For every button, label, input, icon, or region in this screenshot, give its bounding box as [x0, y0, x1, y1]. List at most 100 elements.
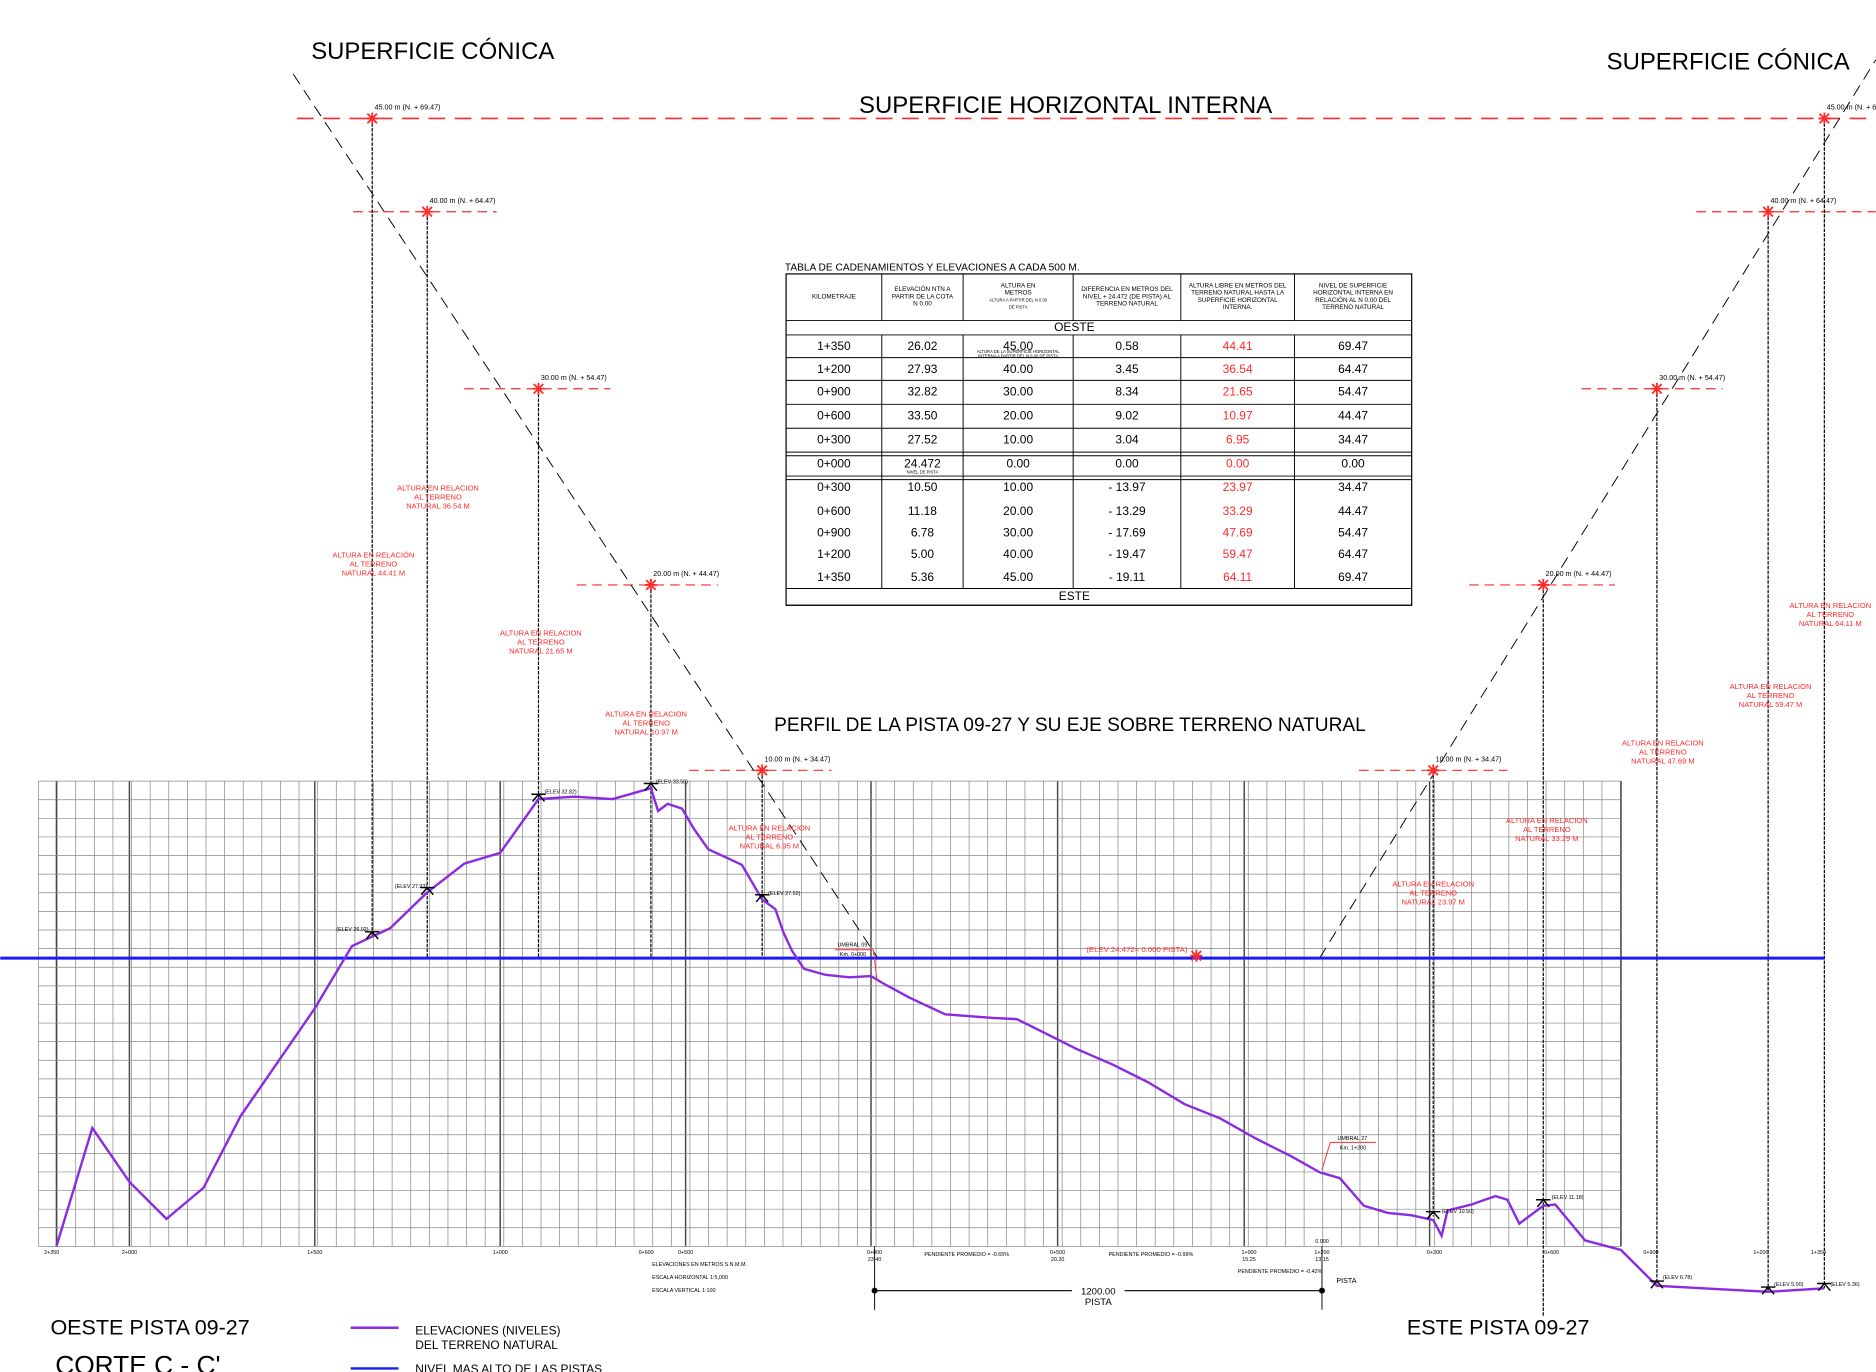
elev-marker — [1649, 1279, 1665, 1289]
table-header: NIVEL DE SUPERFICIE — [1319, 283, 1387, 290]
level-marker — [366, 112, 379, 125]
level-marker — [1762, 205, 1775, 218]
table-cell: 24.472 — [904, 456, 941, 470]
terrain-profile — [55, 786, 1825, 1294]
table-cell: 27.52 — [907, 432, 937, 446]
table-header: TERRENO NATURAL HASTA LA — [1191, 290, 1285, 297]
table-header: N 0.00 — [913, 300, 932, 307]
table-cell: 1+350 — [817, 570, 851, 584]
height-annotation: AL TERRENO — [1639, 747, 1687, 756]
table-cell: - 13.97 — [1108, 480, 1146, 494]
table-cell: - 19.47 — [1108, 547, 1146, 561]
height-annotation: NATURAL 36.54 M — [406, 502, 470, 511]
table-cell: 11.18 — [908, 504, 937, 518]
level-label: 30.00 m (N. + 54.47) — [541, 374, 607, 382]
level-marker — [532, 382, 545, 395]
height-annotation: ALTURA EN RELACION — [1392, 880, 1474, 889]
table-cell: 0+600 — [817, 408, 851, 422]
table-cell: 45.00 — [1003, 339, 1033, 353]
station: 2+350 — [44, 1250, 59, 1256]
table-cell: 1+350 — [817, 339, 851, 353]
height-annotation: ALTURA EN RELACION — [728, 823, 810, 832]
conical-line — [292, 73, 878, 958]
height-annotation: ALTURA EN RELACION — [1789, 601, 1871, 610]
level-marker — [1537, 578, 1550, 591]
height-annotation: AL TERRENO — [1807, 610, 1855, 619]
elev-label: (ELEV 32.82) — [544, 789, 576, 795]
slope: PENDIENTE PROMEDIO = -0.42% — [1238, 1269, 1323, 1275]
elev-label: (ELEV 5.00) — [1774, 1282, 1803, 1288]
table-header: PARTIR DE LA COTA — [892, 293, 954, 300]
table-cell: 44.41 — [1223, 339, 1253, 353]
station-value: 20.20 — [1051, 1257, 1064, 1263]
table-cell: 0.00 — [1341, 456, 1365, 470]
table-section: OESTE — [1054, 320, 1095, 334]
note: ESCALA HORIZONTAL 1:5,000 — [652, 1275, 728, 1281]
height-annotation: AL TERRENO — [622, 719, 670, 728]
table-cell: - 19.11 — [1109, 570, 1146, 584]
table-cell: 30.00 — [1003, 384, 1033, 398]
table-header: TERRENO NATURAL — [1322, 304, 1384, 311]
elev-marker — [1536, 1198, 1551, 1208]
legend-label: DEL TERRENO NATURAL — [415, 1338, 558, 1352]
level-label: 30.00 m (N. + 54.47) — [1659, 374, 1725, 382]
table-header: TERRENO NATURAL — [1096, 300, 1158, 307]
conical-line — [1319, 59, 1876, 959]
dimension: 1200.00 — [1081, 1286, 1116, 1297]
table-cell: 64.11 — [1223, 570, 1252, 584]
height-annotation: ALTURA EN RELACIÓN — [333, 551, 415, 560]
elev-label: (ELEV 27.52) — [768, 891, 800, 897]
table-cell: 10.50 — [907, 480, 937, 494]
station: 0+900 — [1643, 1250, 1658, 1256]
station: 0+600 — [1544, 1250, 1559, 1256]
table-header: DIFERENCIA EN METROS DEL — [1081, 286, 1173, 293]
level-label: 20.00 m (N. + 44.47) — [653, 570, 719, 578]
elev-label: (ELEV 33.50) — [656, 780, 688, 786]
table-note: ALTURA DE LA SUPERFICIE HORIZONTAL — [977, 349, 1061, 354]
table-cell: 8.34 — [1115, 384, 1139, 398]
elev-label: (ELEV 26.02) — [336, 927, 368, 933]
table-cell: - 17.69 — [1108, 526, 1146, 540]
level-label: 40.00 m (N. + 64.47) — [430, 197, 496, 205]
station: 1+500 — [307, 1250, 322, 1256]
note: ESCALA VERTICAL 1:100 — [652, 1288, 715, 1294]
height-annotation: ALTURA EN RELACION — [1506, 816, 1588, 825]
table-cell: 20.00 — [1003, 408, 1033, 422]
table-cell: 69.47 — [1338, 339, 1368, 353]
dimension-end — [871, 1287, 878, 1294]
title: SUPERFICIE CÓNICA — [311, 38, 554, 65]
station-value: 15.25 — [1242, 1257, 1255, 1263]
legend-label: ELEVACIONES (NIVELES) — [415, 1323, 560, 1337]
table-header: KILOMETRAJE — [812, 293, 856, 300]
table-cell: 1+200 — [817, 547, 851, 561]
grid — [38, 780, 1622, 1247]
level-label: 20.00 m (N. + 44.47) — [1546, 570, 1612, 578]
level-label: 40.00 m (N. + 64.47) — [1771, 197, 1837, 205]
height-annotation: AL TERRENO — [1747, 691, 1795, 700]
title: SUPERFICIE HORIZONTAL INTERNA — [859, 92, 1272, 119]
title: ESTE PISTA 09-27 — [1407, 1316, 1590, 1340]
table-cell: 9.02 — [1115, 408, 1139, 422]
threshold-line — [1321, 1142, 1331, 1170]
height-annotation: ALTURA EN RELACION — [397, 484, 479, 493]
height-annotation: NATURAL 33.29 M — [1515, 834, 1579, 843]
dimension-bg — [1071, 1283, 1125, 1310]
height-annotation: NATURAL 23.97 M — [1401, 897, 1465, 906]
table-cell: 36.54 — [1223, 362, 1253, 376]
table-cell: 54.47 — [1338, 384, 1368, 398]
level-label: 10.00 m (N. + 34.47) — [765, 755, 831, 763]
level-marker — [1818, 112, 1831, 125]
table-header: INTERNA. — [1223, 304, 1253, 311]
table-section: ESTE — [1059, 589, 1090, 603]
table-cell: 10.00 — [1003, 480, 1033, 494]
table-header: DE PISTA — [1009, 305, 1028, 310]
station: 1+350 — [1811, 1250, 1826, 1256]
table-cell: 27.93 — [907, 362, 937, 376]
table-cell: 5.00 — [911, 547, 935, 561]
table-header: METROS — [1005, 290, 1032, 297]
table-cell: 23.97 — [1223, 480, 1253, 494]
table-note: INTERNA A PARTIR DEL N 0.00 DE PISTA — [978, 354, 1058, 359]
